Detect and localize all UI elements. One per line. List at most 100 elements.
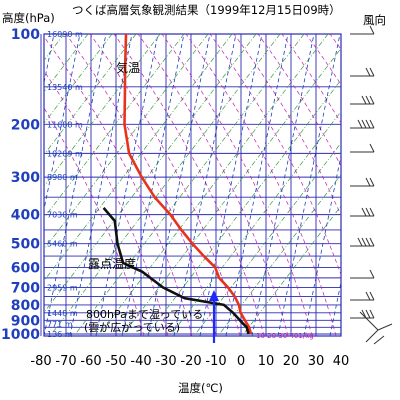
dry-adiabat-1 <box>44 34 89 93</box>
annotation-line-1: 800hPaまで湿っている <box>86 308 203 321</box>
isotherm--4 <box>0 34 2 336</box>
dry-adiabat-10 <box>73 34 305 336</box>
height-label-700: 2959 m <box>47 284 78 293</box>
temperature-line <box>123 33 253 335</box>
dry-adiabat-2 <box>44 34 113 124</box>
isotherm-0 <box>44 34 107 336</box>
isotherm-2 <box>95 34 159 336</box>
isotherm-1 <box>69 34 133 336</box>
y-tick-label-400: 400 <box>11 208 40 224</box>
x-tick-label--70: -70 <box>55 354 76 369</box>
wind-barb-4 <box>350 119 375 129</box>
isotherm-12 <box>356 34 400 336</box>
moist-adiabat-4 <box>89 34 241 336</box>
dry-adiabat-12 <box>121 47 341 336</box>
height-label-1000: 136 m <box>47 330 73 339</box>
moist-adiabat-13 <box>305 34 341 86</box>
x-tick-label-10: 10 <box>258 354 275 369</box>
height-label-850: 1448 m <box>47 309 78 318</box>
series-label-dewpoint: 露点温度 <box>88 256 136 271</box>
dry-adiabat-5 <box>44 34 185 219</box>
wind-barb-6 <box>350 177 375 187</box>
wind-axis-title: 風向 <box>363 13 386 27</box>
wind-barb-5 <box>350 143 375 153</box>
dry-adiabat-11 <box>97 34 329 336</box>
chart-title: つくば高層気象観測結果（1999年12月15日09時） <box>72 3 341 17</box>
moist-adiabat-12 <box>281 34 341 124</box>
moist-adiabat-15 <box>354 34 400 336</box>
moist-adiabat-7 <box>161 34 313 336</box>
dewpoint-line <box>102 207 250 335</box>
dry-adiabat-6 <box>44 34 209 250</box>
wind-barb-surface <box>359 311 393 345</box>
dry-adiabat-14 <box>169 110 341 336</box>
height-label-150: 13540 m <box>47 83 83 92</box>
moist-adiabat-9 <box>209 34 341 276</box>
x-tick-label--20: -20 <box>180 354 201 369</box>
dry-adiabat-3 <box>44 34 137 156</box>
x-tick-label--40: -40 <box>130 354 151 369</box>
height-label-400: 7030 m <box>47 211 78 220</box>
series-label-temperature: 気温 <box>116 60 140 75</box>
x-tick-label-0: 0 <box>237 354 245 369</box>
y-tick-label-100: 100 <box>11 27 40 43</box>
moist-adiabat-2 <box>44 36 193 336</box>
wind-barb-7 <box>350 207 375 217</box>
grid-layer <box>40 33 342 337</box>
moist-adiabat-3 <box>65 34 217 336</box>
x-tick-label--80: -80 <box>30 354 51 369</box>
isotherm-lines <box>0 34 400 336</box>
isotherm-3 <box>121 34 185 336</box>
y-tick-label-800: 800 <box>11 298 40 314</box>
isotherm-7 <box>225 34 289 336</box>
wind-barb-2 <box>350 67 375 77</box>
x-tick-label--60: -60 <box>80 354 101 369</box>
x-tick-label-30: 30 <box>308 354 325 369</box>
adiabat-lines <box>44 34 400 336</box>
isotherm-4 <box>147 34 211 336</box>
isotherm-9 <box>277 34 341 336</box>
x-tick-label-40: 40 <box>333 354 350 369</box>
moist-adiabat-0 <box>44 107 145 336</box>
height-label-925: 771 m <box>47 320 73 329</box>
wind-barb-9 <box>350 269 375 279</box>
height-label-300: 8980 m <box>47 173 78 182</box>
dry-adiabat-8 <box>44 34 257 313</box>
mixing-ratio-marks: 10 20 30 401/kg <box>256 332 314 340</box>
height-label-200: 11688 m <box>47 120 83 129</box>
isotherm-11 <box>329 280 341 336</box>
y-tick-label-300: 300 <box>11 170 40 186</box>
y-tick-label-500: 500 <box>11 237 40 253</box>
dry-adiabat-4 <box>44 34 161 187</box>
annotation-arrow-head <box>209 290 219 301</box>
x-tick-label--50: -50 <box>105 354 126 369</box>
y-tick-label-600: 600 <box>11 260 40 276</box>
isotherm-8 <box>251 34 315 336</box>
annotation-line-2: (雲が広がっている) <box>84 320 180 334</box>
series-layer <box>102 33 253 343</box>
height-label-250: 10209 m <box>47 149 83 158</box>
moist-adiabat-8 <box>185 34 337 336</box>
x-tick-label--10: -10 <box>205 354 226 369</box>
moist-adiabat-10 <box>233 34 341 217</box>
x-tick-label--30: -30 <box>155 354 176 369</box>
y-tick-label-1000: 1000 <box>1 327 40 343</box>
isotherm-5 <box>173 34 237 336</box>
isotherm-10 <box>303 153 341 336</box>
y-axis-title: 高度(hPa) <box>2 11 55 25</box>
dry-adiabat-9 <box>49 34 281 336</box>
plot-frame <box>43 33 342 337</box>
moist-adiabat-5 <box>113 34 265 336</box>
dry-adiabat-7 <box>44 34 233 282</box>
isotherm--1 <box>44 34 81 212</box>
y-tick-label-900: 900 <box>11 313 40 329</box>
height-label-100: 16090 m <box>47 30 83 39</box>
wind-barbs <box>350 25 393 345</box>
wind-barb-3 <box>350 95 375 105</box>
moist-adiabat-6 <box>137 34 289 336</box>
moist-adiabat-11 <box>257 34 341 167</box>
wind-barb-1 <box>350 25 375 35</box>
wind-barb-10 <box>350 291 375 301</box>
height-label-500: 5460 m <box>47 240 78 249</box>
